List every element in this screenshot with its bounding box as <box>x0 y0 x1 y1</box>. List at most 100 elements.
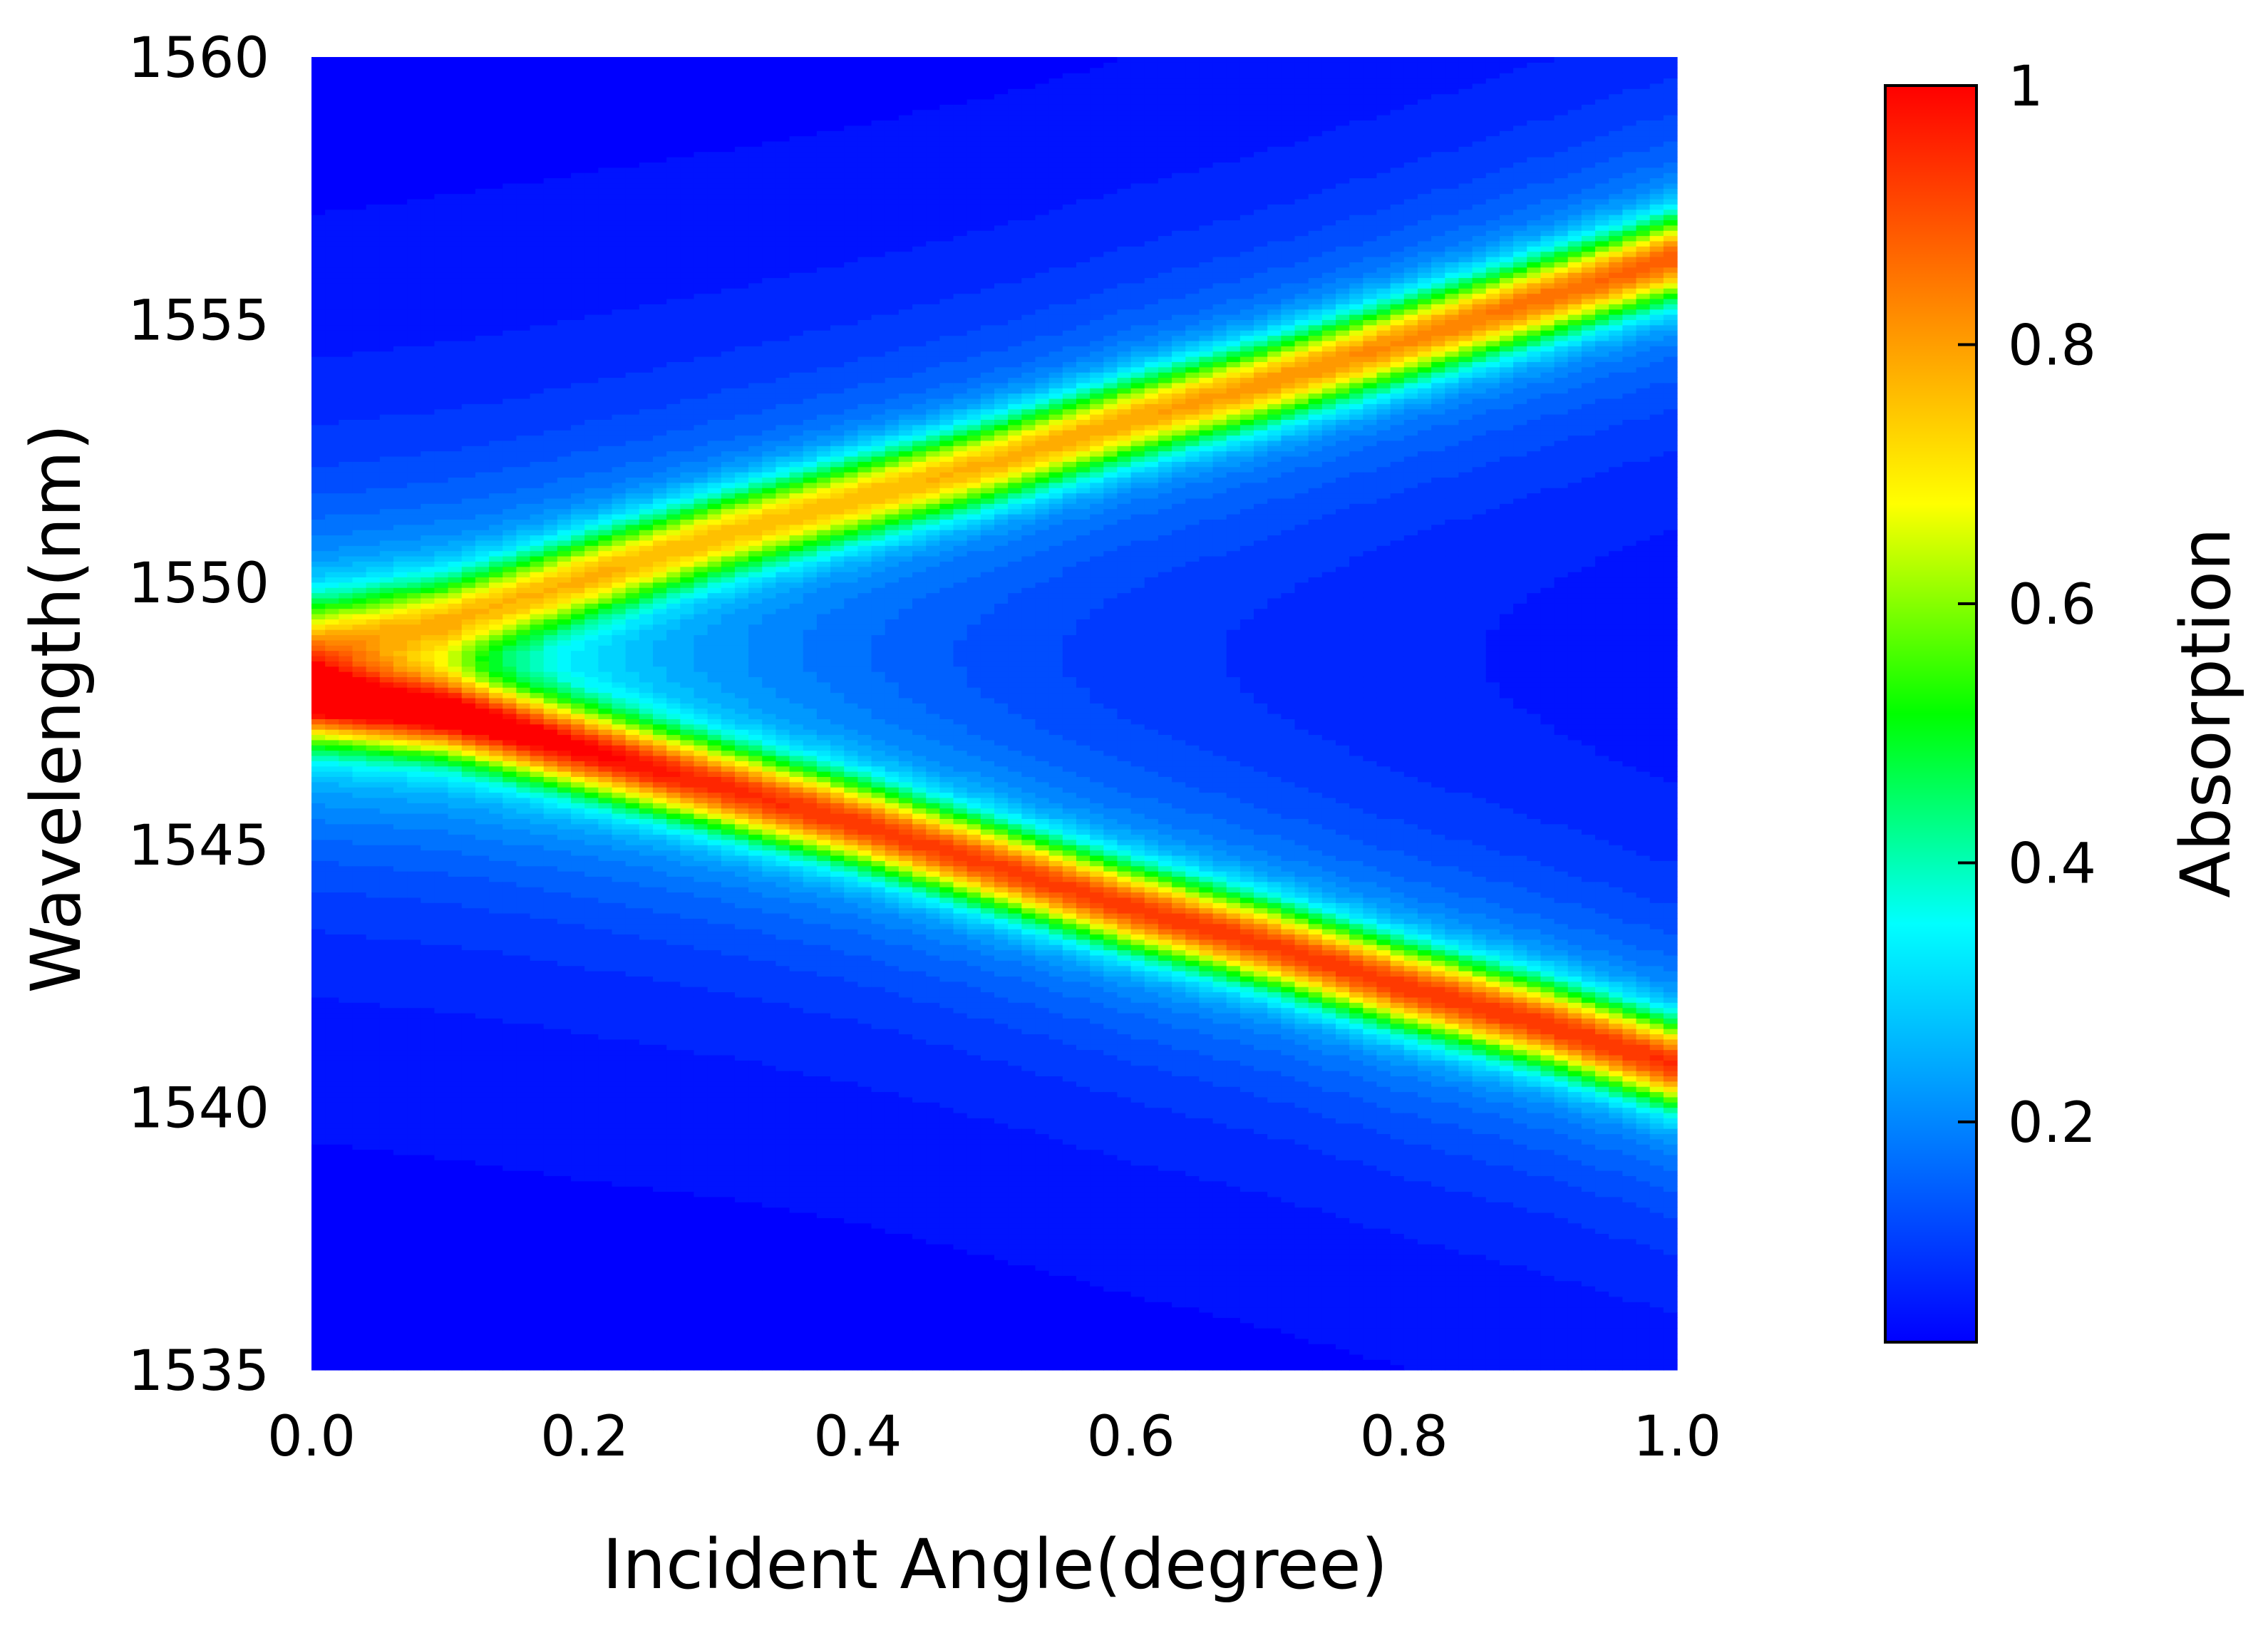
heatmap-cell <box>434 907 449 914</box>
heatmap-cell <box>366 135 381 142</box>
heatmap-cell <box>461 488 476 494</box>
heatmap-cell <box>516 803 531 809</box>
heatmap-cell <box>366 776 381 783</box>
heatmap-cell <box>475 1186 490 1192</box>
heatmap-cell <box>366 750 381 756</box>
heatmap-cell <box>475 130 490 137</box>
heatmap-cell <box>339 540 354 546</box>
heatmap-cell <box>502 1107 517 1113</box>
heatmap-cell <box>311 508 326 515</box>
heatmap-cell <box>379 971 394 977</box>
heatmap-cell <box>489 755 503 761</box>
heatmap-cell <box>393 188 408 195</box>
heatmap-cell <box>475 1044 490 1051</box>
heatmap-cell <box>543 288 558 294</box>
heatmap-cell <box>461 887 476 893</box>
heatmap-cell <box>421 461 435 468</box>
heatmap-cell <box>434 881 449 887</box>
heatmap-cell <box>325 256 339 262</box>
heatmap-cell <box>325 592 339 599</box>
heatmap-cell <box>475 366 490 373</box>
heatmap-cell <box>516 1133 531 1140</box>
heatmap-cell <box>352 771 367 778</box>
heatmap-cell <box>571 787 585 793</box>
heatmap-cell <box>393 614 408 619</box>
heatmap-cell <box>407 251 421 257</box>
heatmap-cell <box>448 703 463 709</box>
heatmap-cell <box>421 771 435 778</box>
heatmap-cell <box>339 524 354 530</box>
heatmap-cell <box>434 871 449 877</box>
heatmap-cell <box>543 1275 558 1282</box>
heatmap-cell <box>475 1054 490 1061</box>
heatmap-cell <box>448 67 463 73</box>
heatmap-cell <box>325 466 339 473</box>
heatmap-cell <box>557 193 572 200</box>
heatmap-cell <box>448 472 463 478</box>
heatmap-cell <box>352 865 367 872</box>
heatmap-cell <box>475 388 490 394</box>
heatmap-cell <box>475 592 490 599</box>
heatmap-cell <box>461 177 476 184</box>
heatmap-cell <box>434 834 449 840</box>
heatmap-cell <box>366 162 381 168</box>
heatmap-cell <box>352 881 367 887</box>
heatmap-cell <box>407 530 421 536</box>
heatmap-cell <box>571 813 585 819</box>
heatmap-cell <box>339 949 354 956</box>
heatmap-cell <box>407 340 421 346</box>
heatmap-cell <box>325 430 339 436</box>
heatmap-cell <box>339 220 354 226</box>
heatmap-cell <box>352 818 367 825</box>
heatmap-cell <box>379 839 394 845</box>
heatmap-cell <box>379 188 394 195</box>
heatmap-cell <box>379 545 394 552</box>
heatmap-cell <box>339 876 354 882</box>
heatmap-cell <box>325 1118 339 1124</box>
heatmap-cell <box>434 1060 449 1066</box>
heatmap-cell <box>543 450 558 457</box>
heatmap-cell <box>325 803 339 809</box>
heatmap-cell <box>434 162 449 168</box>
heatmap-cell <box>352 403 367 410</box>
heatmap-cell <box>489 493 503 499</box>
heatmap-cell <box>461 839 476 845</box>
heatmap-cell <box>475 1081 490 1087</box>
heatmap-cell <box>557 986 572 993</box>
heatmap-cell <box>352 98 367 105</box>
heatmap-cell <box>339 1233 354 1240</box>
heatmap-cell <box>571 1091 585 1098</box>
heatmap-cell <box>311 288 326 294</box>
heatmap-cell <box>475 435 490 441</box>
heatmap-cell <box>571 734 585 741</box>
heatmap-cell <box>475 1034 490 1040</box>
heatmap-cell <box>448 398 463 404</box>
heatmap-cell <box>339 1133 354 1140</box>
heatmap-cell <box>407 403 421 410</box>
heatmap-cell <box>325 555 339 562</box>
heatmap-cell <box>339 619 354 625</box>
heatmap-cell <box>489 1118 503 1124</box>
heatmap-cell <box>434 182 449 189</box>
heatmap-cell <box>530 246 545 252</box>
heatmap-cell <box>379 1186 394 1192</box>
heatmap-cell <box>571 88 585 95</box>
heatmap-cell <box>571 944 585 951</box>
heatmap-cell <box>448 262 463 268</box>
heatmap-cell <box>339 530 354 536</box>
heatmap-cell <box>366 57 381 63</box>
heatmap-cell <box>339 235 354 242</box>
heatmap-cell <box>407 304 421 310</box>
heatmap-cell <box>393 388 408 394</box>
heatmap-cell <box>311 1076 326 1082</box>
heatmap-cell <box>434 324 449 331</box>
heatmap-cell <box>325 991 339 998</box>
heatmap-cell <box>530 845 545 851</box>
heatmap-cell <box>421 267 435 273</box>
heatmap-cell <box>393 550 408 557</box>
heatmap-cell <box>311 1180 326 1187</box>
heatmap-cell <box>352 488 367 494</box>
heatmap-cell <box>434 823 449 830</box>
heatmap-cell <box>461 1128 476 1135</box>
heatmap-cell <box>557 603 572 609</box>
